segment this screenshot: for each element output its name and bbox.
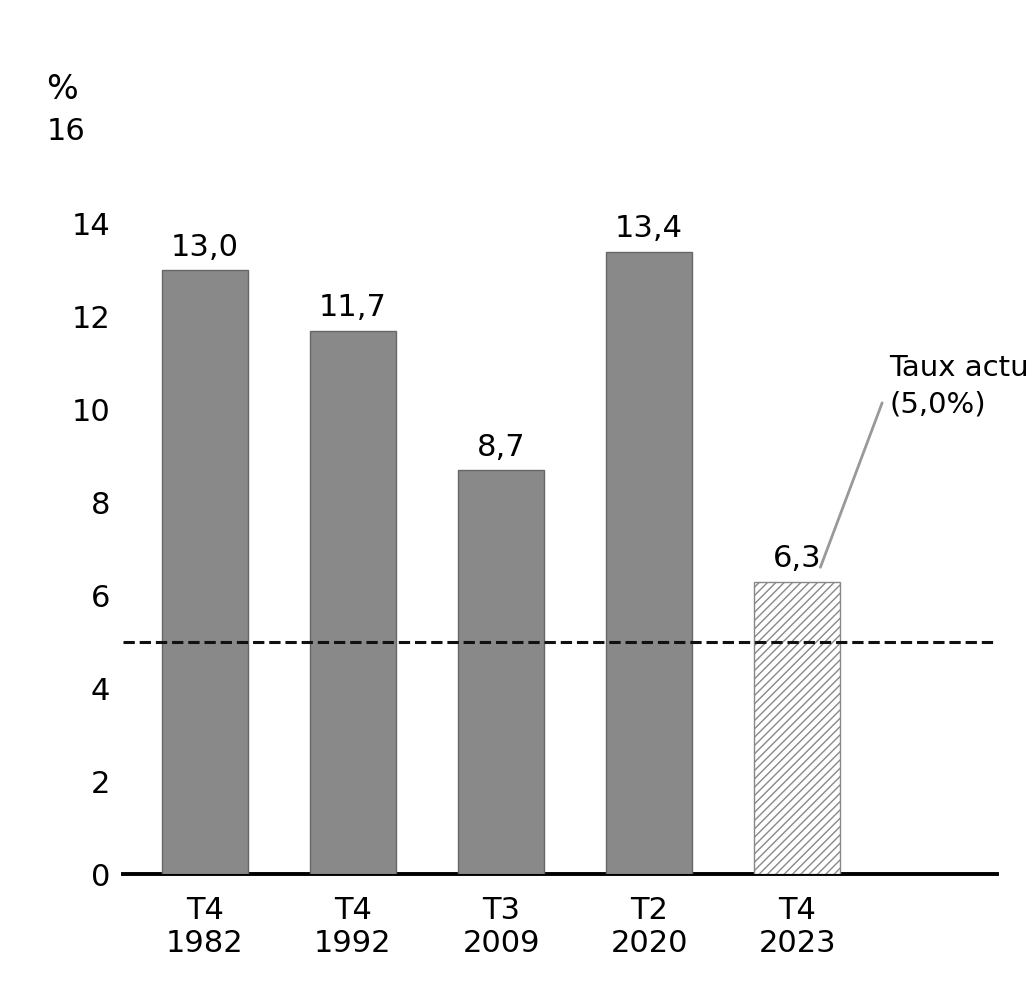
Text: %: % [46, 72, 78, 106]
Bar [458, 470, 544, 874]
Text: Taux actuel
(5,0%): Taux actuel (5,0%) [889, 354, 1028, 419]
Bar [755, 582, 840, 874]
Text: 11,7: 11,7 [319, 293, 387, 323]
Bar [161, 270, 248, 874]
Bar [310, 331, 396, 874]
Text: 16: 16 [46, 117, 85, 146]
Text: 13,0: 13,0 [171, 233, 238, 261]
Bar [607, 251, 692, 874]
Text: 8,7: 8,7 [477, 432, 525, 461]
Text: 13,4: 13,4 [615, 214, 684, 243]
Text: 6,3: 6,3 [773, 544, 821, 573]
